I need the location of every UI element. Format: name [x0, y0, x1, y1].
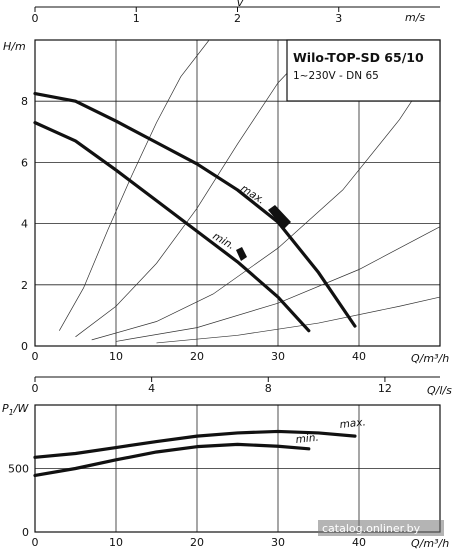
- p1-symbol: P: [2, 402, 9, 415]
- velocity-tick: 3: [335, 12, 342, 25]
- velocity-axis: 0 1 2 3 v m/s: [32, 0, 440, 25]
- velocity-tick: 2: [234, 12, 241, 25]
- system-curve: [58, 39, 210, 331]
- head-x-tick: 0: [32, 350, 39, 363]
- velocity-tick: 0: [32, 12, 39, 25]
- watermark: catalog.onliner.by: [318, 520, 444, 536]
- power-y-axis-label: P1/W: [2, 402, 29, 417]
- power-x-tick: 10: [109, 536, 123, 549]
- flow-ls-axis-label: Q/l/s: [427, 384, 452, 397]
- velocity-symbol: v: [237, 0, 244, 9]
- flow-ls-tick: 4: [148, 382, 155, 395]
- head-x-axis-label: Q/m³/h: [411, 352, 449, 365]
- head-y-tick: 4: [21, 218, 28, 231]
- head-x-tick: 40: [352, 350, 366, 363]
- head-curve-max: [33, 91, 357, 328]
- chart-title: Wilo-TOP-SD 65/10: [293, 50, 424, 65]
- velocity-axis-label: m/s: [405, 11, 425, 24]
- power-y-tick: 500: [8, 463, 29, 476]
- head-y-tick: 0: [21, 340, 28, 353]
- p1-subscript: 1: [9, 408, 14, 417]
- watermark-text: catalog.onliner.by: [322, 522, 421, 535]
- system-curve: [115, 226, 441, 342]
- p1-unit: /W: [13, 402, 30, 415]
- head-y-tick: 8: [21, 95, 28, 108]
- min-marker: [236, 247, 247, 261]
- title-box: Wilo-TOP-SD 65/10 1~230V - DN 65: [286, 39, 441, 102]
- head-y-axis-label: H/m: [3, 40, 26, 53]
- head-y-tick: 6: [21, 156, 28, 169]
- head-chart: 0 10 20 30 40 0 2 4 6 8 H/m Q/m³/h Wilo-TOP-SD 6…: [3, 39, 449, 365]
- flow-ls-tick: 0: [32, 382, 39, 395]
- power-chart-frame: [34, 404, 441, 533]
- system-curve: [156, 296, 441, 344]
- power-chart: 0 10 20 30 40 0 500 P1/W Q/m³/h max. min.: [2, 402, 449, 550]
- power-x-tick: 30: [271, 536, 285, 549]
- power-x-tick: 20: [190, 536, 204, 549]
- power-x-axis-label: Q/m³/h: [411, 537, 449, 550]
- flow-ls-tick: 8: [265, 382, 272, 395]
- flow-ls-tick: 12: [378, 382, 392, 395]
- head-y-tick: 2: [21, 279, 28, 292]
- power-curve-max: [33, 429, 357, 459]
- system-curve: [75, 39, 319, 338]
- flow-ls-axis: 0 4 8 12 Q/l/s: [32, 376, 452, 397]
- power-x-tick: 40: [352, 536, 366, 549]
- power-curve-min: [33, 442, 311, 478]
- head-x-tick: 30: [271, 350, 285, 363]
- velocity-tick: 1: [133, 12, 140, 25]
- power-min-label: min.: [295, 432, 319, 446]
- head-min-label: min.: [211, 230, 237, 252]
- max-marker: [268, 205, 291, 229]
- power-y-tick: 0: [22, 526, 29, 539]
- head-x-tick: 10: [109, 350, 123, 363]
- head-curve-min: [33, 121, 311, 333]
- power-max-label: max.: [339, 416, 366, 431]
- system-curve: [91, 58, 441, 341]
- chart-subtitle: 1~230V - DN 65: [293, 70, 379, 82]
- power-x-tick: 0: [32, 536, 39, 549]
- head-chart-frame: [34, 39, 441, 347]
- head-x-tick: 20: [190, 350, 204, 363]
